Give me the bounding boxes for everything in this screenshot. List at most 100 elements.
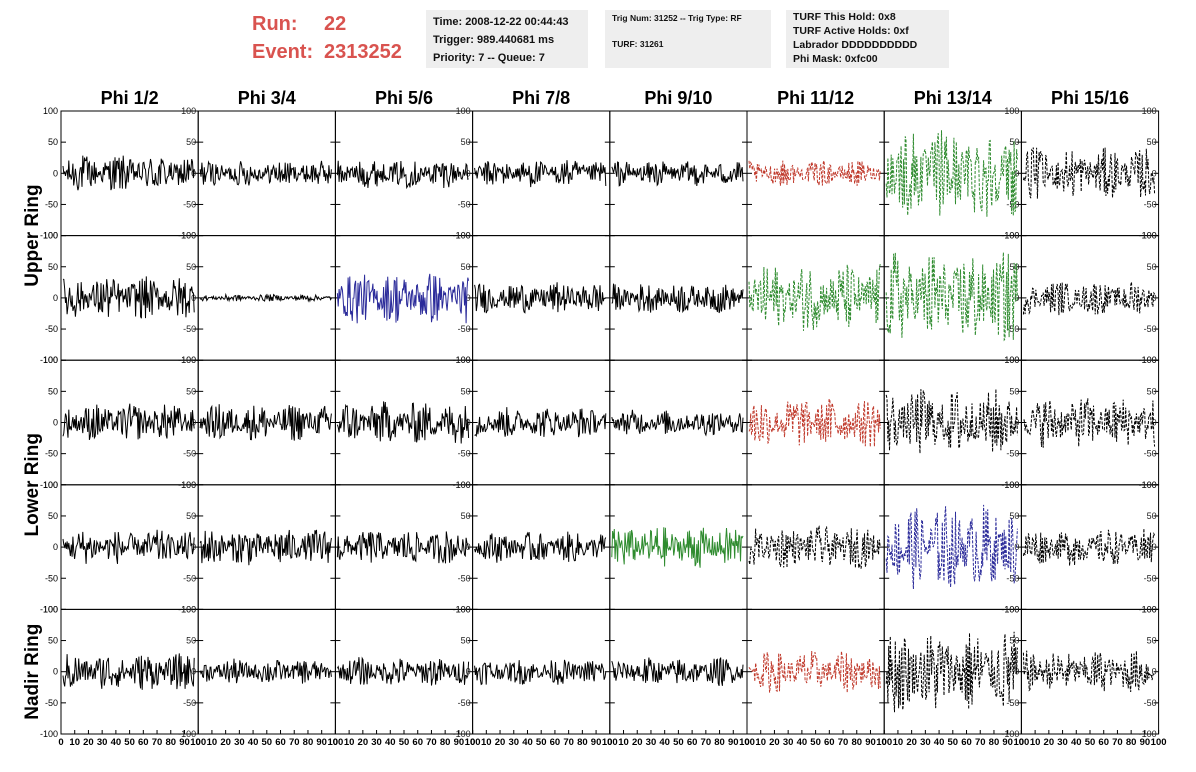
- waveform-trace: [62, 529, 195, 564]
- y-tick-label: 50: [461, 137, 471, 147]
- x-tick-label: 70: [289, 737, 300, 748]
- waveform-trace: [474, 659, 607, 686]
- y-tick-label: 100: [1142, 604, 1157, 614]
- x-tick-label: 70: [426, 737, 437, 748]
- x-tick-label: 60: [275, 737, 286, 748]
- y-tick-label: 100: [1004, 106, 1019, 116]
- x-tick-label: 70: [701, 737, 712, 748]
- x-tick-label: 0: [196, 737, 201, 748]
- y-tick-label: 0: [53, 168, 58, 178]
- x-tick-label: 90: [179, 737, 190, 748]
- x-tick-label: 100: [1013, 737, 1029, 748]
- x-tick-label: 70: [838, 737, 849, 748]
- y-tick-label: -50: [45, 324, 58, 334]
- y-tick-label: -100: [40, 231, 58, 241]
- y-tick-label: 50: [1009, 386, 1019, 396]
- y-tick-label: 100: [1004, 480, 1019, 490]
- waveform-panel: [746, 110, 885, 237]
- x-tick-label: 60: [412, 737, 423, 748]
- y-tick-label: -100: [40, 480, 58, 490]
- x-tick-label: 30: [1057, 737, 1068, 748]
- y-tick-label: -50: [183, 573, 196, 583]
- y-tick-label: -100: [40, 729, 58, 739]
- waveform-trace: [611, 409, 744, 437]
- waveform-trace: [199, 292, 332, 303]
- y-tick-label: -100: [1001, 729, 1019, 739]
- x-tick-label: 40: [659, 737, 670, 748]
- x-tick-label: 80: [851, 737, 862, 748]
- x-tick-label: 100: [876, 737, 892, 748]
- x-tick-label: 10: [481, 737, 492, 748]
- waveform-trace: [1022, 147, 1156, 199]
- x-tick-label: 0: [882, 737, 887, 748]
- x-tick-label: 40: [522, 737, 533, 748]
- y-tick-label: -50: [1144, 199, 1157, 209]
- y-tick-label: 50: [461, 636, 471, 646]
- y-tick-label: 100: [456, 604, 471, 614]
- y-tick-label: 100: [43, 355, 58, 365]
- y-tick-label: 50: [461, 511, 471, 521]
- x-tick-label: 30: [508, 737, 519, 748]
- x-tick-label: 30: [646, 737, 657, 748]
- y-tick-label: -50: [45, 449, 58, 459]
- x-tick-label: 10: [207, 737, 218, 748]
- turf-hold-line: TURF This Hold: 0x8: [793, 11, 896, 23]
- y-tick-label: 50: [461, 386, 471, 396]
- y-tick-label: -50: [183, 698, 196, 708]
- x-tick-label: 0: [607, 737, 612, 748]
- y-tick-label: 50: [1147, 137, 1157, 147]
- x-tick-label: 20: [769, 737, 780, 748]
- x-tick-label: 80: [440, 737, 451, 748]
- y-tick-label: -50: [458, 199, 471, 209]
- y-tick-label: -50: [458, 449, 471, 459]
- y-tick-label: 50: [186, 636, 196, 646]
- priority-line: Priority: 7 -- Queue: 7: [433, 52, 545, 64]
- run-event-box: Run: 22 Event: 2313252: [252, 10, 402, 66]
- y-tick-label: -50: [1144, 449, 1157, 459]
- x-tick-label: 90: [591, 737, 602, 748]
- y-tick-label: 100: [456, 231, 471, 241]
- y-tick-label: -50: [458, 698, 471, 708]
- y-tick-label: -50: [1006, 698, 1019, 708]
- y-tick-label: 0: [53, 667, 58, 677]
- row-group-label: Nadir Ring: [22, 624, 43, 720]
- y-tick-label: 50: [48, 262, 58, 272]
- x-tick-label: 50: [673, 737, 684, 748]
- waveform-trace: [1022, 650, 1156, 693]
- y-tick-label: 100: [456, 480, 471, 490]
- waveform-trace: [474, 531, 607, 563]
- x-tick-label: 50: [262, 737, 273, 748]
- x-tick-label: 20: [632, 737, 643, 748]
- waveform-trace: [199, 658, 332, 684]
- waveform-trace: [885, 130, 1018, 217]
- waveform-panel: [472, 359, 611, 486]
- waveform-trace: [336, 401, 470, 444]
- y-tick-label: 0: [1152, 168, 1157, 178]
- x-tick-label: 0: [1019, 737, 1024, 748]
- waveform-trace: [611, 527, 744, 568]
- x-tick-label: 30: [234, 737, 245, 748]
- y-tick-label: -50: [1006, 324, 1019, 334]
- row-group-label: Lower Ring: [22, 433, 43, 536]
- y-tick-label: 50: [186, 262, 196, 272]
- x-tick-label: 70: [975, 737, 986, 748]
- y-tick-label: 50: [1009, 511, 1019, 521]
- waveform-trace: [62, 403, 195, 441]
- y-tick-label: -50: [45, 698, 58, 708]
- waveform-trace: [62, 653, 195, 690]
- x-tick-label: 60: [550, 737, 561, 748]
- run-label: Run:: [252, 13, 298, 35]
- x-tick-label: 70: [152, 737, 163, 748]
- labrador-line: Labrador DDDDDDDDDD: [793, 39, 918, 51]
- column-label: Phi 7/8: [512, 88, 570, 108]
- y-tick-label: 50: [1147, 262, 1157, 272]
- x-tick-label: 90: [1002, 737, 1013, 748]
- row-group-label: Upper Ring: [22, 184, 43, 286]
- x-tick-label: 90: [454, 737, 465, 748]
- x-tick-label: 10: [618, 737, 629, 748]
- y-tick-label: 50: [186, 386, 196, 396]
- y-tick-label: -100: [40, 604, 58, 614]
- y-tick-label: 100: [1142, 106, 1157, 116]
- y-tick-label: 0: [53, 418, 58, 428]
- waveform-trace: [1022, 281, 1155, 316]
